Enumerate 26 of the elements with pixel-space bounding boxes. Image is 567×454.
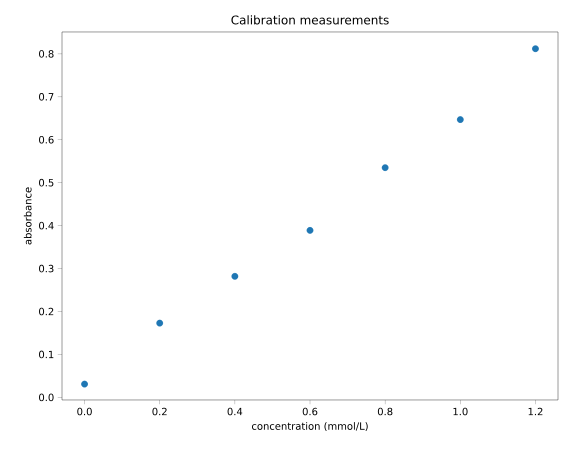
point [231, 272, 238, 280]
x-axis-title: concentration (mmol/L) [252, 422, 368, 432]
y-tick-label: 0.4 [39, 222, 54, 230]
y-axis-title: absorbance [24, 187, 32, 244]
point [81, 380, 88, 388]
x-tick-label: 0.0 [77, 408, 92, 416]
point [156, 320, 164, 327]
y-tick-label: 0.6 [39, 136, 54, 144]
x-tick-label: 1.0 [453, 408, 468, 416]
x-tick-label: 1.2 [528, 408, 542, 416]
x-tick-label: 0.6 [302, 408, 318, 416]
point [532, 45, 539, 52]
y-tick-label: 0.7 [39, 93, 54, 101]
point [456, 116, 464, 123]
x-tick-label: 0.8 [378, 408, 392, 416]
y-tick-label: 0.8 [39, 50, 54, 58]
point [306, 226, 314, 234]
y-tick-label: 0.3 [39, 264, 54, 272]
x-tick-label: 0.2 [152, 408, 167, 416]
y-tick-label: 0.5 [39, 178, 54, 186]
chart-title: Calibration measurements [231, 15, 389, 24]
x-tick-label: 0.4 [228, 408, 242, 416]
point [382, 164, 389, 172]
y-tick-label: 0.1 [39, 350, 54, 358]
y-tick-label: 0.2 [39, 308, 54, 316]
y-tick-label: 0.0 [39, 394, 54, 402]
